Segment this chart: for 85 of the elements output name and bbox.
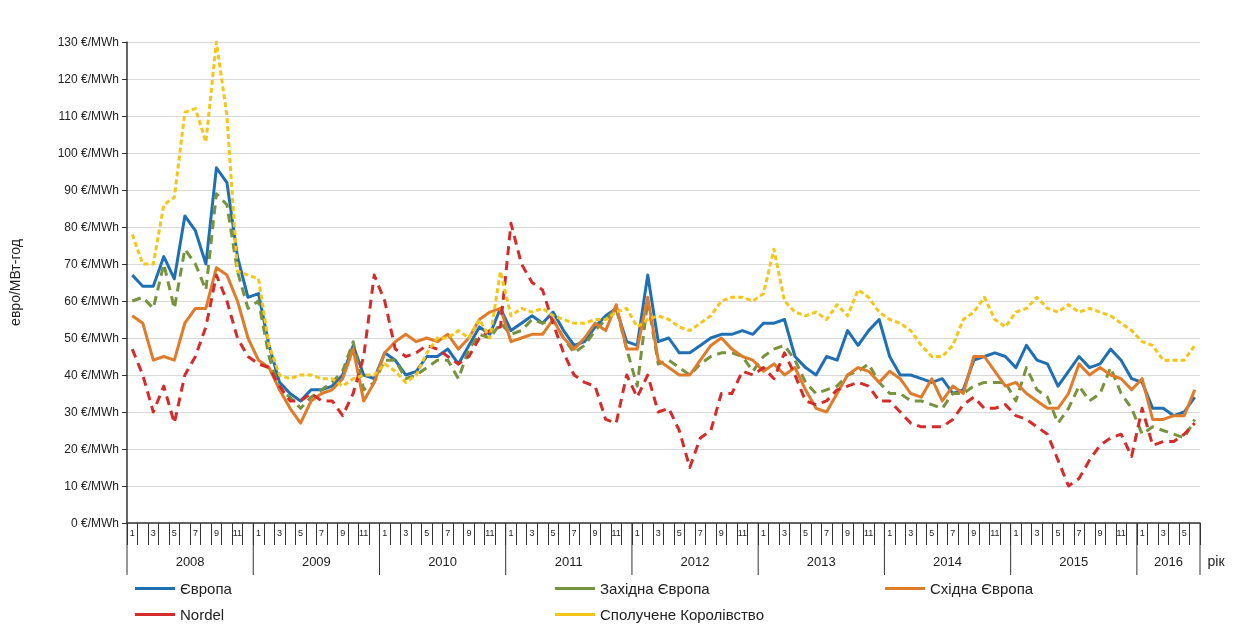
x-tick-label: 3 [781, 527, 787, 538]
x-tick-label: 5 [171, 527, 177, 538]
x-tick-label: 7 [824, 527, 830, 538]
text: 2009 [301, 553, 331, 569]
y-tick-label: 70 €/MWh [64, 257, 119, 271]
x-tick-label: 7 [445, 527, 451, 538]
text: 2013 [806, 553, 836, 569]
x-tick-label: 11 [611, 527, 621, 538]
x-tick-label: 5 [1181, 527, 1187, 538]
x-tick-label: 1 [382, 527, 388, 538]
y-tick-label: 100 €/MWh [57, 146, 119, 160]
x-tick-label: 3 [150, 527, 156, 538]
x-tick-label: 3 [277, 527, 283, 538]
x-tick-label: 7 [1076, 527, 1082, 538]
x-tick-label: 5 [424, 527, 430, 538]
line-series [130, 192, 1197, 440]
y-tick-label: 80 €/MWh [64, 220, 119, 234]
legend-label: Західна Європа [600, 580, 711, 597]
x-tick-label: 1 [634, 527, 640, 538]
x-tick-label: 9 [340, 527, 346, 538]
x-tick-label: 1 [255, 527, 261, 538]
x-tick-label: 5 [803, 527, 809, 538]
x-tick-label: 1 [1013, 527, 1019, 538]
x-tick-label: 3 [529, 527, 535, 538]
y-tick-label: 60 €/MWh [64, 294, 119, 308]
legend-label: Європа [180, 580, 233, 597]
legend-label: Nordel [180, 606, 225, 623]
x-tick-label: 11 [485, 527, 495, 538]
text: 2015 [1059, 553, 1089, 569]
y-tick-label: 0 €/MWh [70, 516, 119, 530]
x-tick-label: 5 [1055, 527, 1061, 538]
x-tick-label: 9 [1097, 527, 1103, 538]
y-tick-label: 30 €/MWh [64, 405, 119, 419]
x-tick-label: 3 [1034, 527, 1040, 538]
x-tick-label: 5 [298, 527, 304, 538]
x-tick-label: 1 [887, 527, 893, 538]
legend-label: Сполучене Королівство [600, 606, 765, 623]
y-tick-label: 130 €/MWh [57, 35, 119, 49]
x-tick-label: 11 [990, 527, 1000, 538]
text: 2008 [175, 553, 205, 569]
x-tick-label: 9 [592, 527, 598, 538]
x-tick-label: 3 [908, 527, 914, 538]
y-tick-label: 110 €/MWh [58, 109, 119, 123]
x-tick-label: 7 [319, 527, 325, 538]
text: 2010 [428, 553, 458, 569]
text: 2014 [933, 553, 962, 569]
x-tick-label: 1 [760, 527, 766, 538]
line-series [130, 221, 1197, 488]
legend-label: Східна Європа [930, 580, 1034, 597]
x-tick-label: 11 [359, 527, 369, 538]
line-series [130, 266, 1197, 425]
x-tick-label: 9 [718, 527, 724, 538]
y-tick-label: 120 €/MWh [57, 72, 119, 86]
x-tick-label: 7 [571, 527, 577, 538]
x-tick-label: 5 [676, 527, 682, 538]
y-tick-label: 10 €/MWh [64, 479, 119, 493]
y-axis-title: евро/МВт-год [7, 239, 23, 326]
x-tick-label: 7 [697, 527, 703, 538]
text: 2012 [680, 553, 710, 569]
x-tick-label: 1 [129, 527, 135, 538]
x-tick-label: 11 [232, 527, 243, 538]
x-tick-label: 11 [863, 527, 874, 538]
y-tick-label: 40 €/MWh [64, 368, 119, 382]
x-axis-title: рік [1207, 553, 1226, 569]
x-tick-label: 1 [508, 527, 514, 538]
x-tick-label: 9 [466, 527, 472, 538]
x-tick-label: 3 [655, 527, 661, 538]
text: 2011 [554, 553, 583, 569]
x-tick-label: 9 [213, 527, 219, 538]
x-tick-label: 7 [950, 527, 956, 538]
x-tick-label: 9 [971, 527, 977, 538]
y-tick-label: 20 €/MWh [64, 442, 119, 456]
x-tick-label: 5 [929, 527, 935, 538]
y-tick-label: 90 €/MWh [64, 183, 119, 197]
x-tick-label: 3 [1160, 527, 1166, 538]
x-tick-label: 3 [403, 527, 409, 538]
text: 2016 [1153, 553, 1183, 569]
x-tick-label: 11 [1116, 527, 1126, 538]
line-series [130, 40, 1197, 388]
x-tick-label: 11 [737, 527, 748, 538]
x-tick-label: 7 [192, 527, 198, 538]
x-tick-label: 5 [550, 527, 556, 538]
x-tick-label: 1 [1139, 527, 1145, 538]
x-tick-label: 9 [845, 527, 851, 538]
y-tick-label: 50 €/MWh [64, 331, 119, 345]
